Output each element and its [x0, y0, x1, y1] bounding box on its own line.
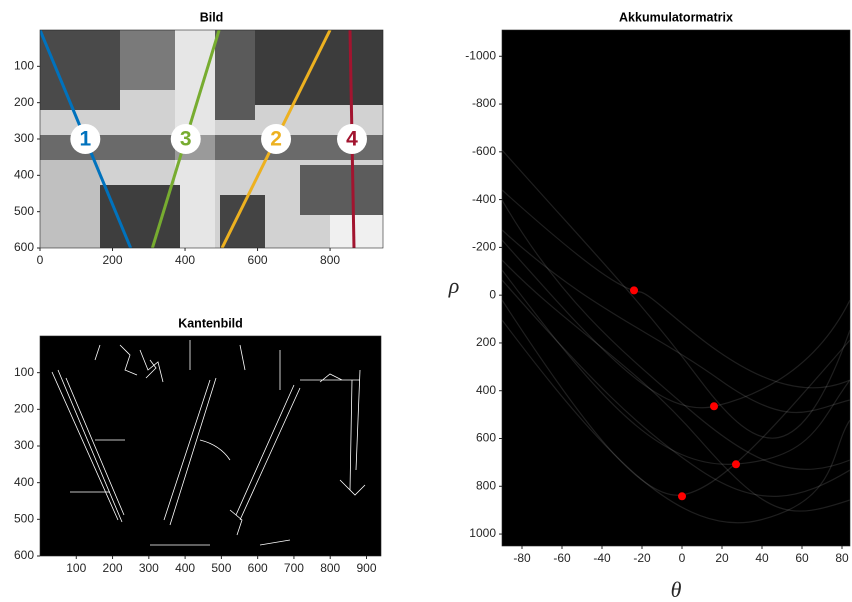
chart-title: Akkumulatormatrix — [619, 10, 733, 24]
y-tick-label: -600 — [472, 144, 496, 158]
line-label: 1 — [79, 128, 91, 151]
y-tick-label: -1000 — [465, 48, 496, 62]
x-tick-label: -80 — [513, 551, 531, 565]
x-tick-label: 200 — [103, 561, 123, 575]
y-tick-label: 400 — [14, 475, 34, 489]
axes-box — [501, 29, 851, 547]
y-tick-label: 600 — [476, 431, 496, 445]
accumulator-image — [502, 30, 850, 546]
label-badge — [70, 124, 101, 154]
label-badge — [336, 124, 367, 154]
y-tick-label: 300 — [14, 131, 34, 145]
line-label: 2 — [270, 128, 282, 151]
y-tick-label: 300 — [14, 438, 34, 452]
y-axis-label: ρ — [448, 273, 460, 298]
line-label: 4 — [346, 128, 358, 151]
x-tick-label: -60 — [553, 551, 571, 565]
peak — [732, 460, 740, 469]
plot-area — [630, 286, 740, 501]
peak — [630, 286, 638, 295]
y-tick-label: 400 — [476, 383, 496, 397]
x-tick-label: 600 — [248, 561, 268, 575]
x-tick-label: 80 — [835, 551, 849, 565]
y-tick-label: 200 — [476, 335, 496, 349]
x-tick-label: 400 — [175, 253, 195, 267]
x-tick-label: 100 — [66, 561, 86, 575]
x-tick-label: 300 — [139, 561, 159, 575]
photo — [40, 30, 383, 248]
y-tick-label: 100 — [14, 365, 34, 379]
x-tick-label: 600 — [248, 253, 268, 267]
x-tick-label: 60 — [795, 551, 809, 565]
y-tick-label: 500 — [14, 204, 34, 218]
y-tick-label: 600 — [14, 548, 34, 562]
y-tick-label: -800 — [472, 96, 496, 110]
x-tick-label: 900 — [356, 561, 376, 575]
x-tick-label: 200 — [103, 253, 123, 267]
peak — [710, 402, 718, 411]
y-tick-label: 800 — [476, 478, 496, 492]
y-tick-label: 0 — [489, 287, 496, 301]
x-tick-label: 400 — [175, 561, 195, 575]
label-badge — [261, 124, 292, 154]
y-tick-label: 200 — [14, 95, 34, 109]
axes-box — [39, 335, 382, 557]
chart-title: Kantenbild — [178, 316, 243, 330]
y-tick-label: 400 — [14, 168, 34, 182]
y-tick-label: -200 — [472, 240, 496, 254]
plot-area: 1 3 2 4 — [40, 30, 367, 248]
x-tick-label: 0 — [37, 253, 44, 267]
line-label: 3 — [180, 128, 192, 151]
x-tick-label: 40 — [755, 551, 769, 565]
x-tick-label: 700 — [284, 561, 304, 575]
y-tick-label: -400 — [472, 192, 496, 206]
chart-title: Bild — [200, 10, 224, 24]
x-tick-label: 0 — [679, 551, 686, 565]
peak — [678, 492, 686, 501]
x-tick-label: 800 — [320, 561, 340, 575]
x-tick-label: 20 — [715, 551, 729, 565]
x-tick-label: -20 — [633, 551, 651, 565]
x-axis-label: θ — [671, 577, 682, 602]
edge-image — [40, 336, 381, 556]
axes-box — [39, 29, 384, 249]
x-tick-label: 500 — [211, 561, 231, 575]
y-tick-label: 100 — [14, 59, 34, 73]
x-tick-label: -40 — [593, 551, 611, 565]
label-badge — [170, 124, 201, 154]
y-tick-label: 1000 — [469, 526, 496, 540]
y-tick-label: 200 — [14, 402, 34, 416]
y-tick-label: 600 — [14, 240, 34, 254]
x-tick-label: 800 — [320, 253, 340, 267]
y-tick-label: 500 — [14, 512, 34, 526]
